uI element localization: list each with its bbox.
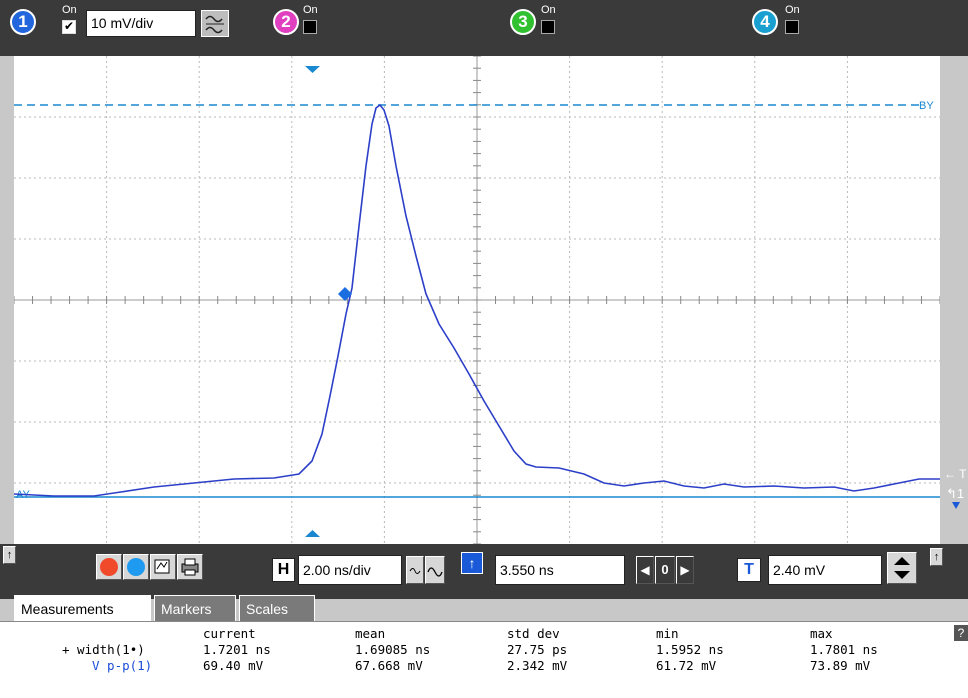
channel-1-button[interactable]: 1 (10, 9, 36, 35)
timebase-position-top-marker[interactable] (305, 66, 320, 73)
tab-markers[interactable]: Markers (154, 595, 236, 621)
help-button[interactable]: ? (954, 625, 968, 641)
header-current: current (203, 626, 256, 641)
coupling-icon (205, 15, 224, 34)
marker-b-label: BY (919, 100, 934, 112)
tab-measurements[interactable]: Measurements (14, 595, 151, 622)
timebase-fine-button[interactable] (406, 556, 424, 584)
lower-bar-pin-button[interactable]: ↑ (3, 546, 16, 564)
channel-1-trace (14, 103, 940, 497)
waveform-overlay: BY AY (14, 66, 940, 537)
right-pin-button[interactable]: ↑ (930, 548, 943, 566)
coarse-wave-icon (427, 567, 443, 577)
channel-1-on-label: On (62, 4, 77, 16)
width-max: 1.7801 ns (810, 642, 878, 657)
channel-1-on-checkbox[interactable] (62, 19, 76, 34)
timebase-coarse-button[interactable] (425, 556, 445, 584)
tab-scales[interactable]: Scales (239, 595, 315, 621)
vpp-max: 73.89 mV (810, 658, 871, 673)
header-max: max (810, 626, 833, 641)
autoscale-button[interactable] (150, 554, 176, 580)
vpp-mean: 67.668 mV (355, 658, 423, 673)
vpp-current: 69.40 mV (203, 658, 264, 673)
measurements-panel: current mean std dev min max + width(1•)… (0, 621, 968, 698)
header-std-dev: std dev (507, 626, 560, 641)
spinner-arrows-icon (894, 557, 910, 579)
vpp-min: 61.72 mV (656, 658, 717, 673)
printer-icon (181, 558, 199, 576)
timebase-scale-field[interactable]: 2.00 ns/div (298, 555, 402, 585)
width-min: 1.5952 ns (656, 642, 724, 657)
channel-2-on-label: On (303, 4, 318, 16)
autoscale-icon (154, 559, 170, 574)
single-icon (127, 558, 145, 576)
header-min: min (656, 626, 679, 641)
measurement-label-vpp[interactable]: V p-p(1) (92, 658, 153, 673)
channel-3-on-checkbox[interactable] (541, 20, 555, 34)
trigger-level-spinner[interactable] (887, 552, 917, 584)
record-icon (100, 558, 118, 576)
coupling-button[interactable] (201, 10, 229, 37)
horizontal-label: H (272, 558, 295, 582)
fine-wave-icon (409, 568, 421, 574)
measurement-point-marker[interactable] (338, 287, 352, 301)
waveform-display[interactable]: BY AY (14, 56, 940, 544)
channel-2-on-checkbox[interactable] (303, 20, 317, 34)
width-current: 1.7201 ns (203, 642, 271, 657)
measurement-label-width[interactable]: + width(1•) (62, 642, 145, 657)
channel-3-button[interactable]: 3 (510, 9, 536, 35)
width-std-dev: 27.75 ps (507, 642, 568, 657)
timebase-position-bottom-marker[interactable] (305, 530, 320, 537)
position-left-button[interactable]: ◀ (636, 556, 654, 584)
vertical-scale-field[interactable]: 10 mV/div (86, 10, 196, 37)
vpp-std-dev: 2.342 mV (507, 658, 568, 673)
position-right-button[interactable]: ▶ (676, 556, 694, 584)
header-mean: mean (355, 626, 386, 641)
graticule (14, 56, 940, 544)
trigger-level-field[interactable]: 2.40 mV (768, 555, 882, 585)
position-zero-button[interactable]: 0 (655, 556, 675, 584)
channel-4-on-checkbox[interactable] (785, 20, 799, 34)
trigger-level-marker[interactable]: ← T ↰1 (942, 464, 968, 510)
svg-text:← T: ← T (944, 467, 967, 481)
channel-4-on-label: On (785, 4, 800, 16)
time-reference-icon[interactable]: ↑ (461, 552, 483, 574)
trigger-label: T (737, 558, 761, 582)
control-bar: ↑ H 2.00 ns/div ↑ 3.550 ns ◀ 0 ▶ T 2.40 … (0, 544, 968, 599)
channel-4-button[interactable]: 4 (752, 9, 778, 35)
width-mean: 1.69085 ns (355, 642, 431, 657)
record-button[interactable] (96, 554, 122, 580)
channel-3-on-label: On (541, 4, 556, 16)
channel-2-button[interactable]: 2 (273, 9, 299, 35)
single-button[interactable] (123, 554, 149, 580)
timebase-position-field[interactable]: 3.550 ns (495, 555, 625, 585)
channel-bar: 1 On 10 mV/div 2 On 3 On 4 On (0, 0, 968, 56)
print-button[interactable] (177, 554, 203, 580)
svg-text:↰1: ↰1 (946, 486, 964, 501)
